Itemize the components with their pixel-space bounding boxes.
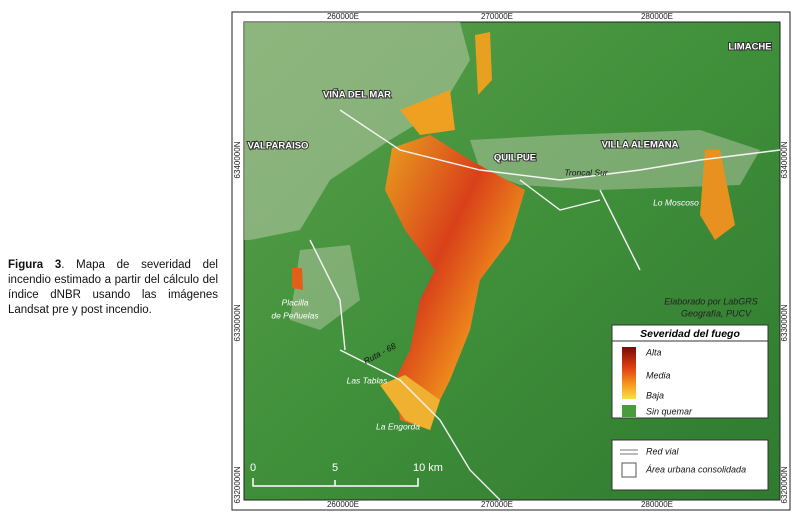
scale-label: 5 bbox=[332, 462, 338, 474]
place-label: LIMACHE bbox=[728, 42, 771, 53]
legend-swatch bbox=[622, 347, 636, 399]
place-label: Las Tablas bbox=[347, 375, 389, 385]
grid-label: 6320000N bbox=[233, 466, 242, 503]
grid-label: 6330000N bbox=[233, 304, 242, 341]
scale-bar: 0 5 10 km bbox=[250, 462, 443, 487]
legend-label: Red vial bbox=[646, 446, 680, 456]
legend-label: Alta bbox=[645, 347, 662, 357]
legend: Severidad del fuego Alta Media Baja Sin … bbox=[611, 324, 769, 491]
scale-label: 10 km bbox=[413, 462, 443, 474]
grid-label: 270000E bbox=[481, 12, 513, 21]
urban-area bbox=[470, 130, 760, 190]
legend-label: Media bbox=[646, 370, 671, 380]
burn-area bbox=[475, 32, 492, 95]
place-label: VIÑA DEL MAR bbox=[323, 90, 391, 101]
credit: Geografía, PUCV bbox=[681, 308, 752, 318]
place-label: QUILPUE bbox=[494, 153, 536, 164]
legend-swatch bbox=[621, 462, 637, 478]
burn-area bbox=[380, 375, 440, 430]
scale-label: 0 bbox=[250, 462, 256, 474]
grid-label: 6320000N bbox=[780, 466, 789, 503]
grid-label: 280000E bbox=[641, 500, 673, 509]
burn-area bbox=[700, 150, 735, 240]
grid-label: 6330000N bbox=[780, 304, 789, 341]
burn-area bbox=[385, 135, 525, 430]
place-label: Placilla bbox=[282, 297, 309, 307]
grid-label: 6340000N bbox=[233, 141, 242, 178]
grid-label: 6340000N bbox=[780, 141, 789, 178]
grid-label: 260000E bbox=[327, 500, 359, 509]
legend-label: Sin quemar bbox=[646, 406, 693, 416]
place-label: La Engorda bbox=[376, 421, 420, 431]
legend-box bbox=[611, 439, 769, 491]
urban-area bbox=[290, 245, 360, 330]
caption-text: . Mapa de severidad del incendio estimad… bbox=[8, 259, 218, 316]
legend-label: Baja bbox=[646, 390, 664, 400]
grid-label: 280000E bbox=[641, 12, 673, 21]
legend-swatch bbox=[622, 405, 636, 417]
grid-label: 270000E bbox=[481, 500, 513, 509]
caption-label: Figura 3 bbox=[8, 259, 62, 271]
legend-label: Área urbana consolidada bbox=[645, 464, 746, 474]
legend-title: Severidad del fuego bbox=[640, 328, 740, 340]
figure-caption: Figura 3. Mapa de severidad del incendio… bbox=[8, 258, 218, 318]
legend-swatch bbox=[620, 449, 638, 455]
place-label: VALPARAISO bbox=[248, 141, 309, 152]
road-network bbox=[309, 109, 781, 501]
grid-label: 260000E bbox=[327, 12, 359, 21]
place-label: Lo Moscoso bbox=[653, 197, 699, 207]
place-label: de Peñuelas bbox=[271, 310, 319, 320]
grid-labels: 260000E 270000E 280000E 260000E 270000E … bbox=[233, 12, 789, 509]
road-label: Troncal Sur bbox=[564, 167, 608, 177]
urban-area bbox=[244, 22, 470, 240]
credit: Elaborado por LabGRS bbox=[664, 296, 758, 306]
burn-area bbox=[292, 268, 303, 290]
place-label: VILLA ALEMANA bbox=[602, 140, 679, 151]
burn-area bbox=[400, 90, 455, 135]
